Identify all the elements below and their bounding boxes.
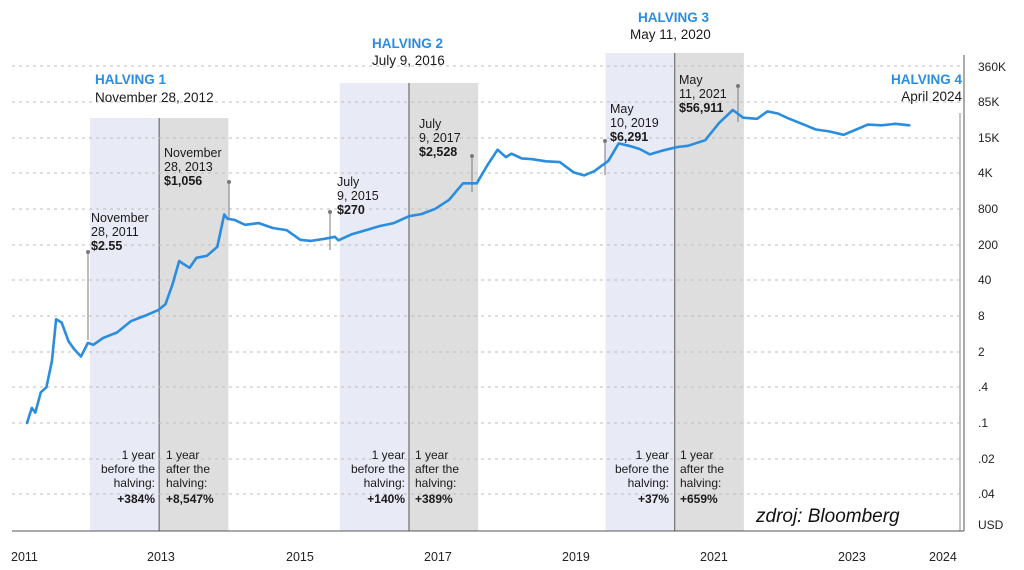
period-note-text: halving: xyxy=(628,476,669,490)
halving-2-date: July 9, 2016 xyxy=(372,53,445,68)
callout-price: $1,056 xyxy=(164,174,202,188)
before-halving-1-band xyxy=(89,118,160,531)
y-tick-label: .04 xyxy=(978,487,995,501)
halving-periods xyxy=(89,53,961,531)
period-note-text: before the xyxy=(101,462,155,476)
period-note-text: 1 year xyxy=(372,448,405,462)
x-tick-label: 2024 xyxy=(929,550,957,564)
callout-date-line2: 10, 2019 xyxy=(610,116,659,130)
y-tick-label: 40 xyxy=(978,273,992,287)
callout-date-line2: 28, 2011 xyxy=(91,225,139,239)
period-note-text: halving: xyxy=(166,476,207,490)
x-tick-label: 2011 xyxy=(11,550,38,564)
period-note-text: halving: xyxy=(364,476,405,490)
y-tick-label: 2 xyxy=(978,345,985,359)
callout-date-line2: 28, 2013 xyxy=(164,160,213,174)
x-tick-label: 2013 xyxy=(147,550,175,564)
callout-date-line1: November xyxy=(91,211,149,225)
y-axis xyxy=(12,55,965,532)
period-note-text: after the xyxy=(415,462,459,476)
y-tick-label: .02 xyxy=(978,452,995,466)
x-tick-label: 2021 xyxy=(700,550,728,564)
y-tick-label: 8 xyxy=(978,309,985,323)
period-note-text: before the xyxy=(351,462,405,476)
y-tick-label: 85K xyxy=(978,95,999,109)
x-tick-label: 2015 xyxy=(286,550,314,564)
period-note-text: 1 year xyxy=(680,448,713,462)
period-note-text: 1 year xyxy=(636,448,669,462)
gridlines xyxy=(12,65,962,495)
period-note-text: 1 year xyxy=(166,448,199,462)
halving-4-label: HALVING 4 xyxy=(891,72,962,87)
callout-date-line2: 9, 2015 xyxy=(337,189,379,203)
x-tick-labels: 2011 2013 2015 2017 2019 2021 2023 2024 xyxy=(11,550,957,564)
callout-date-line1: May xyxy=(679,73,703,87)
y-tick-label: 200 xyxy=(978,238,998,252)
halving-3-label: HALVING 3 xyxy=(638,10,709,25)
halving-3-date: May 11, 2020 xyxy=(630,27,711,42)
callout-dot xyxy=(328,210,332,214)
y-tick-label: 800 xyxy=(978,202,998,216)
callout-price: $56,911 xyxy=(679,101,724,115)
halving-2-label: HALVING 2 xyxy=(372,36,443,51)
source-label: zdroj: Bloomberg xyxy=(755,506,900,527)
callout-dot xyxy=(86,250,90,254)
callout-leaders xyxy=(86,84,740,340)
callout-date-line1: July xyxy=(419,117,442,131)
after-halving-2-band xyxy=(408,83,479,531)
halving-1-label: HALVING 1 xyxy=(95,72,166,87)
period-note-text: after the xyxy=(166,462,210,476)
callout-dot xyxy=(470,154,474,158)
y-tick-label: .1 xyxy=(978,416,988,430)
x-tick-label: 2017 xyxy=(424,550,452,564)
period-note-text: halving: xyxy=(680,476,721,490)
callout-date-line1: November xyxy=(164,146,222,160)
bitcoin-price-line xyxy=(25,108,911,425)
period-note-text: 1 year xyxy=(122,448,155,462)
halving-labels: HALVING 1 November 28, 2012 HALVING 2 July … xyxy=(95,10,962,105)
y-tick-label: 15K xyxy=(978,131,999,145)
callout-price: $2.55 xyxy=(91,239,122,253)
callout-dot xyxy=(603,139,607,143)
callout-date-line1: May xyxy=(610,102,634,116)
y-tick-label: 360K xyxy=(978,60,1006,74)
y-tick-labels: 360K 85K 15K 4K 800 200 40 8 2 .4 .1 .02 .04 USD xyxy=(978,60,1006,532)
period-note-text: halving: xyxy=(415,476,456,490)
x-tick-label: 2019 xyxy=(562,550,590,564)
period-note-value: +389% xyxy=(415,492,453,506)
period-note-value: +37% xyxy=(638,492,669,506)
before-halving-2-band xyxy=(339,83,409,531)
before-halving-3-band xyxy=(605,53,675,531)
period-note-text: before the xyxy=(615,462,669,476)
period-note-text: halving: xyxy=(114,476,155,490)
period-note-value: +384% xyxy=(117,492,155,506)
y-tick-label: 4K xyxy=(978,166,993,180)
callout-date-line2: 9, 2017 xyxy=(419,131,461,145)
callout-price: $6,291 xyxy=(610,130,648,144)
callout-date-line1: July xyxy=(337,175,360,189)
y-tick-label: .4 xyxy=(978,380,988,394)
callout-price: $2,528 xyxy=(419,145,457,159)
y-tick-label: USD xyxy=(978,518,1004,532)
callout-dot xyxy=(227,180,231,184)
after-halving-3-band xyxy=(674,53,744,531)
callout-price: $270 xyxy=(337,203,365,217)
period-note-value: +659% xyxy=(680,492,718,506)
halving-1-date: November 28, 2012 xyxy=(95,90,214,105)
halving-4-date: April 2024 xyxy=(901,89,962,104)
period-note-value: +140% xyxy=(367,492,405,506)
period-note-text: after the xyxy=(680,462,724,476)
period-note-text: 1 year xyxy=(415,448,448,462)
period-note-value: +8,547% xyxy=(166,492,214,506)
callout-date-line2: 11, 2021 xyxy=(679,87,727,101)
x-tick-label: 2023 xyxy=(838,550,866,564)
callout-dot xyxy=(736,84,740,88)
after-halving-1-band xyxy=(159,118,229,531)
